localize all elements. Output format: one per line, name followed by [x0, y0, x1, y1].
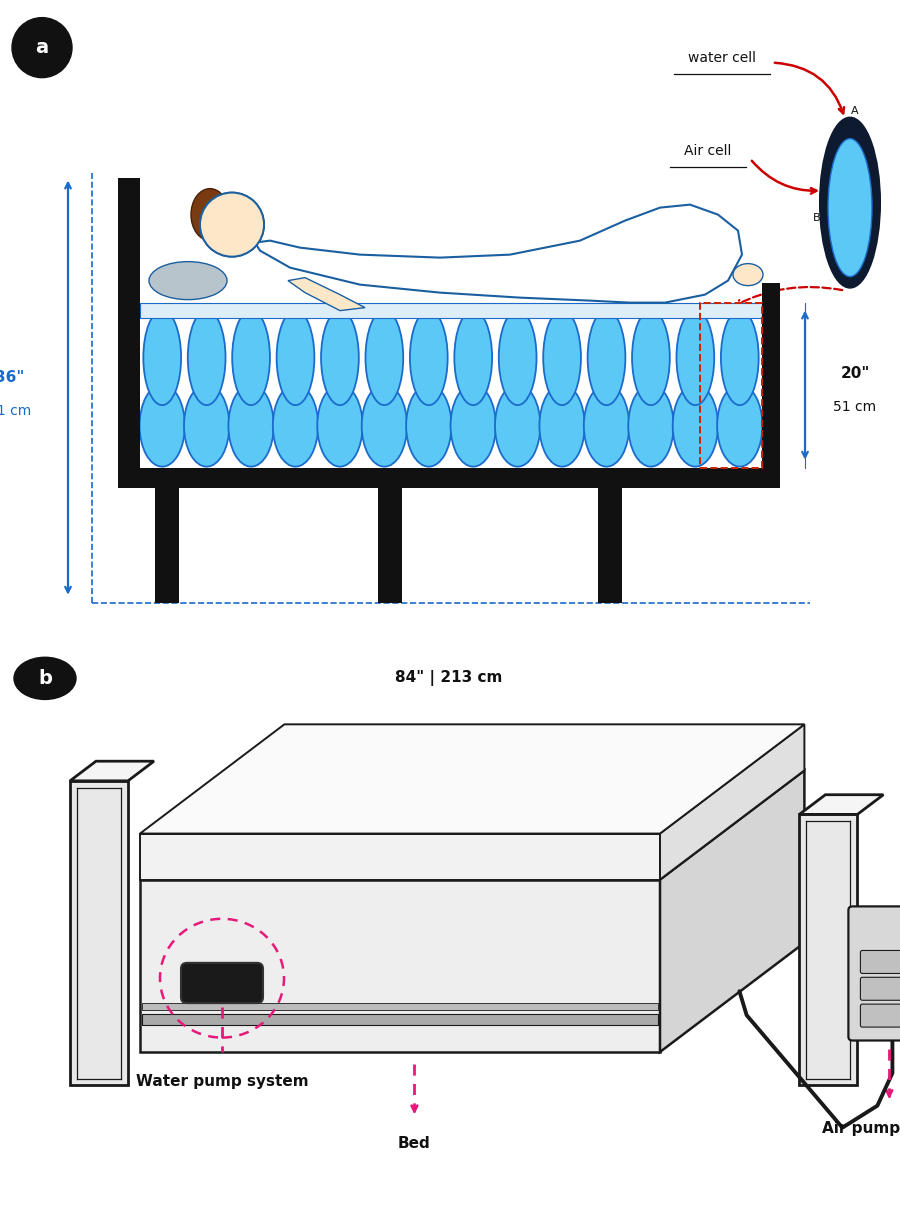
Polygon shape [70, 761, 154, 780]
Polygon shape [660, 771, 805, 1051]
Text: a: a [35, 39, 49, 57]
Ellipse shape [499, 310, 536, 405]
Ellipse shape [229, 385, 274, 467]
Polygon shape [140, 771, 805, 880]
Ellipse shape [362, 385, 407, 467]
Ellipse shape [188, 310, 226, 405]
Polygon shape [799, 795, 884, 814]
Bar [142, 1014, 658, 1025]
FancyBboxPatch shape [849, 906, 900, 1041]
Ellipse shape [632, 310, 670, 405]
Polygon shape [288, 277, 365, 311]
Polygon shape [140, 834, 660, 880]
Polygon shape [255, 204, 742, 302]
Text: 20": 20" [841, 365, 869, 381]
Ellipse shape [677, 310, 715, 405]
Bar [598, 488, 622, 603]
Bar [140, 302, 762, 318]
Text: Air cell: Air cell [684, 144, 732, 157]
Ellipse shape [717, 385, 762, 467]
Ellipse shape [584, 385, 629, 467]
Text: A: A [851, 105, 859, 116]
Text: water cell: water cell [688, 51, 756, 64]
Ellipse shape [365, 310, 403, 405]
Ellipse shape [149, 261, 227, 300]
Text: 84" | 213 cm: 84" | 213 cm [395, 669, 503, 686]
Ellipse shape [406, 385, 452, 467]
Ellipse shape [672, 385, 718, 467]
Ellipse shape [14, 657, 76, 699]
Ellipse shape [733, 264, 763, 286]
Ellipse shape [588, 310, 626, 405]
Ellipse shape [828, 139, 872, 277]
Bar [118, 178, 140, 488]
Text: Bed: Bed [398, 1136, 431, 1151]
Bar [762, 283, 780, 488]
Polygon shape [799, 814, 858, 1085]
Ellipse shape [721, 310, 759, 405]
Ellipse shape [544, 310, 581, 405]
Polygon shape [70, 780, 128, 1085]
Polygon shape [140, 725, 805, 834]
Ellipse shape [410, 310, 447, 405]
Text: 36": 36" [0, 370, 24, 385]
Polygon shape [140, 880, 660, 1051]
Bar [155, 488, 179, 603]
Text: Water pump system: Water pump system [136, 1074, 309, 1089]
Circle shape [200, 192, 264, 257]
Bar [378, 488, 402, 603]
Text: b: b [38, 669, 52, 687]
Ellipse shape [454, 310, 492, 405]
Text: 51 cm: 51 cm [833, 401, 877, 414]
Ellipse shape [628, 385, 673, 467]
Bar [142, 1003, 658, 1010]
Ellipse shape [140, 385, 184, 467]
Ellipse shape [143, 310, 181, 405]
Bar [118, 467, 780, 488]
Circle shape [12, 18, 72, 77]
Text: B: B [814, 213, 821, 223]
Text: 91 cm: 91 cm [0, 404, 32, 417]
Ellipse shape [191, 189, 229, 241]
Ellipse shape [318, 385, 363, 467]
FancyBboxPatch shape [860, 951, 900, 974]
Text: Air pump system: Air pump system [822, 1120, 900, 1136]
Ellipse shape [451, 385, 496, 467]
Circle shape [200, 192, 264, 257]
Ellipse shape [273, 385, 319, 467]
FancyBboxPatch shape [860, 978, 900, 1001]
Ellipse shape [232, 310, 270, 405]
Ellipse shape [820, 117, 880, 288]
FancyBboxPatch shape [181, 963, 263, 1003]
Ellipse shape [495, 385, 540, 467]
Ellipse shape [276, 310, 314, 405]
Ellipse shape [539, 385, 585, 467]
Ellipse shape [321, 310, 359, 405]
FancyBboxPatch shape [860, 1004, 900, 1027]
Polygon shape [660, 725, 805, 880]
Bar [700, 302, 762, 467]
Ellipse shape [184, 385, 230, 467]
